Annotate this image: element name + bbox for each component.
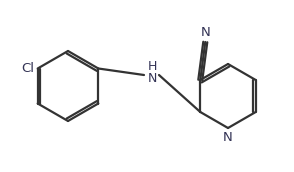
Text: N: N — [223, 131, 233, 144]
Text: H
N: H N — [147, 60, 157, 84]
Text: Cl: Cl — [22, 62, 35, 75]
Text: N: N — [201, 26, 210, 39]
